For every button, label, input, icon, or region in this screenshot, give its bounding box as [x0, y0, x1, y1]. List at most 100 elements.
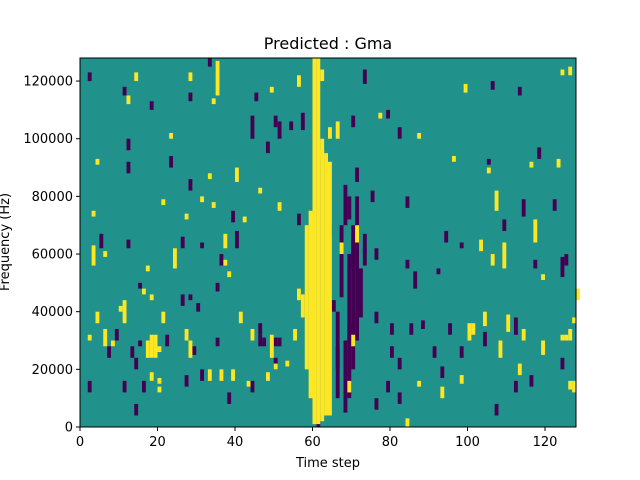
heat-cell-high-19 — [560, 69, 565, 76]
heat-cell-low-86 — [448, 323, 453, 335]
heat-cell-low-95 — [227, 392, 232, 404]
heat-cell-high-79 — [273, 363, 278, 370]
heat-cell-high-70 — [157, 346, 162, 353]
y-tick-label-3: 60000 — [32, 248, 73, 263]
heat-cell-high-104 — [405, 418, 410, 427]
heat-cell-high-77 — [219, 369, 224, 381]
heat-cell-high-92 — [572, 317, 577, 324]
heat-cell-high-17 — [297, 75, 301, 87]
heat-cell-high-71 — [184, 328, 189, 341]
heat-cell-low-29 — [126, 138, 131, 151]
heat-cell-high-1 — [316, 58, 321, 425]
heat-cell-high-51 — [355, 225, 360, 243]
heat-cell-low-90 — [122, 380, 127, 393]
heat-cell-high-101 — [417, 380, 422, 387]
high-intensity-cells — [87, 58, 580, 427]
heat-cell-high-99 — [246, 380, 251, 387]
heat-cell-low-107 — [560, 357, 565, 370]
heat-cell-low-111 — [331, 300, 336, 312]
heat-cell-low-110 — [335, 346, 340, 370]
heat-cell-low-26 — [250, 115, 255, 139]
heat-cell-low-75 — [134, 357, 139, 370]
heat-cell-low-23 — [122, 86, 127, 96]
heat-cell-high-96 — [157, 377, 162, 384]
heat-cell-low-60 — [564, 254, 569, 266]
heat-cell-high-38 — [277, 202, 282, 211]
heat-cell-low-16 — [362, 69, 367, 84]
heat-cell-high-87 — [521, 328, 526, 341]
heat-cell-low-88 — [514, 317, 518, 335]
heat-cell-high-55 — [533, 219, 538, 243]
heat-cell-high-89 — [560, 334, 565, 341]
heat-cell-low-66 — [215, 282, 220, 292]
heat-cell-low-36 — [188, 179, 193, 191]
heat-cell-high-49 — [227, 271, 232, 278]
heat-cell-low-108 — [258, 334, 263, 347]
heat-cell-low-33 — [397, 127, 402, 139]
heat-cell-low-20 — [386, 109, 391, 119]
heat-cell-high-60 — [161, 311, 166, 324]
heat-cell-low-28 — [300, 112, 305, 131]
heat-cell-high-33 — [529, 161, 534, 168]
heat-cell-high-2 — [320, 138, 325, 422]
heat-cell-high-57 — [576, 288, 580, 301]
heat-cell-high-14 — [134, 72, 139, 82]
heat-cell-high-34 — [452, 156, 456, 162]
heat-cell-high-102 — [440, 386, 445, 399]
heat-cell-low-97 — [273, 357, 278, 370]
heat-cell-low-52 — [374, 248, 379, 260]
heat-cell-low-27 — [277, 121, 282, 139]
heat-cell-low-99 — [386, 380, 391, 393]
y-tick-label-5: 100000 — [23, 132, 73, 147]
heat-cell-high-73 — [238, 311, 243, 324]
heat-cell-low-53 — [405, 259, 410, 269]
heat-cell-high-95 — [149, 372, 154, 381]
heat-cell-low-83 — [409, 323, 414, 335]
y-tick-label-0: 0 — [65, 421, 73, 436]
heat-cell-low-79 — [215, 337, 220, 347]
heat-cell-high-32 — [556, 158, 561, 168]
heat-cell-low-1 — [343, 340, 348, 413]
heat-cell-high-31 — [486, 167, 491, 174]
heat-cell-low-73 — [114, 328, 119, 341]
heat-cell-high-54 — [502, 242, 507, 269]
heat-cell-low-59 — [560, 256, 565, 278]
heat-cell-high-23 — [169, 132, 174, 139]
heat-cell-low-48 — [219, 254, 224, 266]
heat-cell-high-88 — [541, 340, 546, 355]
x-tick-label-2: 40 — [227, 435, 244, 450]
heat-cell-low-63 — [180, 294, 185, 306]
heat-cell-low-44 — [99, 233, 104, 249]
heat-cell-high-7 — [300, 294, 305, 318]
heat-cell-low-55 — [413, 271, 418, 280]
heat-cell-high-13 — [215, 60, 220, 96]
heat-cell-low-3 — [351, 225, 356, 370]
low-intensity-cells — [87, 58, 569, 427]
heat-cell-high-10 — [328, 127, 332, 139]
heat-cell-low-19 — [351, 115, 356, 128]
heat-cell-high-84 — [506, 314, 511, 332]
heat-cell-low-61 — [459, 242, 464, 249]
heat-cell-low-25 — [188, 92, 193, 102]
heat-cell-high-91 — [568, 328, 573, 341]
heat-cell-low-80 — [374, 311, 379, 324]
heat-cell-low-104 — [494, 403, 499, 416]
heat-cell-low-31 — [169, 156, 174, 168]
heat-cell-low-39 — [370, 190, 375, 203]
heat-cell-low-82 — [390, 346, 394, 358]
heat-cell-low-47 — [200, 242, 205, 249]
heat-cell-low-15 — [254, 92, 259, 102]
heat-cell-high-36 — [184, 213, 189, 220]
heat-cell-high-56 — [541, 274, 546, 280]
heat-cell-high-28 — [235, 167, 239, 182]
heat-cell-low-98 — [374, 398, 379, 410]
x-tick-label-1: 20 — [149, 435, 166, 450]
heat-cell-low-35 — [537, 147, 542, 159]
heat-cell-high-90 — [564, 334, 569, 341]
heat-cell-low-22 — [517, 86, 522, 96]
heat-cell-high-69 — [153, 334, 158, 358]
heat-cell-low-81 — [390, 323, 394, 335]
heat-cell-low-87 — [483, 331, 487, 347]
chart-title: Predicted : Gma — [264, 34, 392, 53]
